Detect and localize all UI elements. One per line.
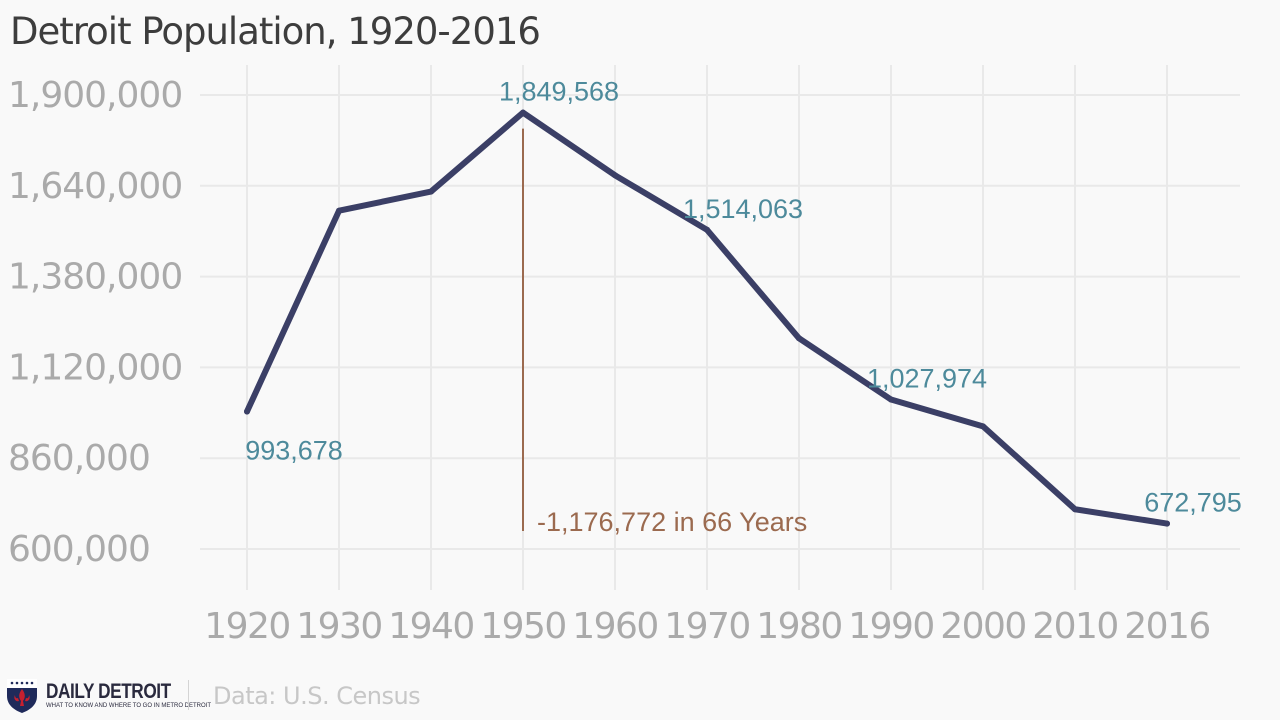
- data-point: [796, 335, 802, 342]
- data-labels: 993,678 1,849,568 1,514,063 1,027,974 672,79…: [245, 77, 1242, 518]
- brand-name: DAILY DETROIT: [46, 680, 171, 703]
- annotation-text: -1,176,772 in 66 Years: [537, 507, 807, 537]
- data-point: [244, 408, 250, 415]
- x-axis-ticks: 1920 1930 1940 1950 1960 1970 1980 1990 2000 2010…: [204, 606, 1211, 647]
- y-tick-label: 1,900,000: [8, 75, 182, 116]
- y-tick-label: 600,000: [8, 529, 150, 570]
- x-tick-label: 1950: [480, 606, 566, 647]
- source-note: Data: U.S. Census: [213, 682, 421, 710]
- y-tick-label: 1,640,000: [8, 166, 182, 207]
- y-tick-label: 860,000: [8, 438, 150, 479]
- x-tick-label: 1980: [756, 606, 842, 647]
- fleur-de-lis-shield-icon: [7, 679, 37, 713]
- chart-title: Detroit Population, 1920-2016: [10, 10, 541, 53]
- data-point: [1164, 520, 1170, 527]
- data-point: [612, 172, 618, 179]
- x-tick-label: 2016: [1124, 606, 1210, 647]
- x-tick-label: 1970: [664, 606, 750, 647]
- data-point: [704, 226, 710, 233]
- data-label: 993,678: [245, 436, 343, 466]
- data-label: 1,849,568: [499, 77, 619, 107]
- data-point: [336, 207, 342, 214]
- data-label: 672,795: [1144, 488, 1242, 518]
- y-tick-label: 1,120,000: [8, 347, 182, 388]
- x-tick-label: 1930: [296, 606, 382, 647]
- data-point: [520, 109, 526, 116]
- annotation: -1,176,772 in 66 Years: [522, 128, 807, 537]
- data-point: [428, 188, 434, 195]
- footer-divider: [188, 680, 189, 710]
- x-tick-label: 1920: [204, 606, 290, 647]
- y-tick-label: 1,380,000: [8, 257, 182, 298]
- line-chart: 600,000 860,000 1,120,000 1,380,000 1,640,00…: [8, 65, 1242, 647]
- data-point: [888, 396, 894, 403]
- x-tick-label: 2000: [940, 606, 1026, 647]
- x-tick-label: 1960: [572, 606, 658, 647]
- data-point: [1072, 506, 1078, 513]
- x-tick-label: 1940: [388, 606, 474, 647]
- x-tick-label: 1990: [848, 606, 934, 647]
- data-label: 1,514,063: [683, 194, 803, 224]
- footer: DAILY DETROIT WHAT TO KNOW AND WHERE TO …: [6, 676, 606, 716]
- y-axis-ticks: 600,000 860,000 1,120,000 1,380,000 1,640,00…: [8, 75, 183, 570]
- data-point: [980, 423, 986, 430]
- x-tick-label: 2010: [1032, 606, 1118, 647]
- series-layer: [244, 109, 1170, 527]
- brand-tagline: WHAT TO KNOW AND WHERE TO GO IN METRO DE…: [46, 703, 212, 709]
- data-label: 1,027,974: [867, 364, 987, 394]
